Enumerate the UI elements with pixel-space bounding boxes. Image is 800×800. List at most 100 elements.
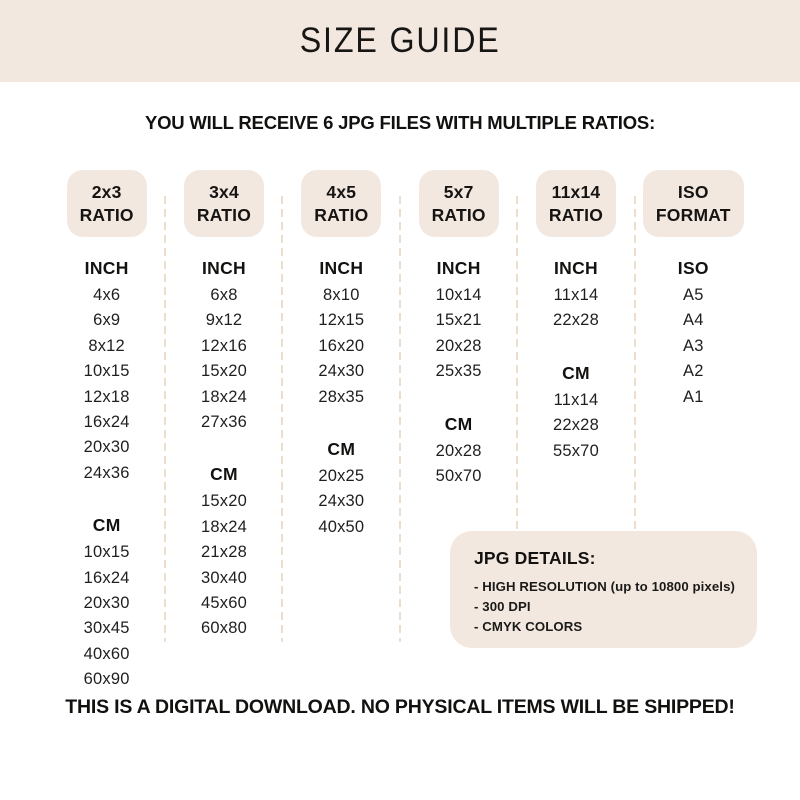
size-value: 15x20	[201, 492, 247, 511]
size-value: 30x40	[201, 568, 247, 587]
ratio-column: 5x7 RATIO INCH 10x14 15x21 20x28 25x35 CM 20x28 5…	[400, 170, 517, 648]
size-value: 12x15	[318, 311, 365, 330]
ratio-header-line1: 11x14	[551, 182, 601, 202]
size-value: 18x24	[201, 517, 247, 536]
header-band: SIZE GUIDE	[0, 0, 800, 82]
ratio-header-line2: RATIO	[79, 205, 134, 225]
ratio-column: 3x4 RATIO INCH 6x8 9x12 12x16 15x20 18x24 27x36 C…	[165, 170, 282, 648]
ratio-header-line2: RATIO	[431, 205, 486, 225]
ratio-header-line2: RATIO	[548, 205, 604, 225]
size-value: A4	[683, 311, 704, 330]
size-value: 16x24	[83, 568, 130, 587]
size-value: 20x25	[318, 467, 365, 486]
size-value: 27x36	[201, 413, 247, 432]
size-value: 22x28	[552, 311, 599, 330]
column-divider-dashed	[281, 196, 283, 642]
page-title: SIZE GUIDE	[299, 21, 501, 60]
unit-label: CM	[92, 515, 121, 536]
ratio-header-line1: 4x5	[326, 182, 357, 202]
size-value: 18x24	[201, 387, 247, 406]
size-value: A5	[683, 286, 704, 304]
size-value: 28x35	[318, 387, 365, 406]
size-columns-row: 2x3 RATIO INCH 4x6 6x9 8x12 10x15 12x18 16x24 20x…	[48, 170, 752, 688]
size-value: 12x16	[201, 336, 247, 355]
ratio-header-badge: 4x5 RATIO	[301, 170, 382, 237]
size-value: 6x9	[93, 311, 121, 330]
size-value: 55x70	[552, 441, 599, 460]
jpg-details-title: JPG DETAILS:	[474, 548, 596, 568]
ratio-header-badge: 5x7 RATIO	[418, 170, 499, 237]
size-value: 10x15	[83, 362, 130, 381]
unit-label: INCH	[553, 258, 598, 278]
size-value: 20x28	[435, 441, 482, 460]
unit-label: INCH	[202, 258, 246, 278]
size-value: 8x12	[88, 336, 125, 355]
subtitle-text: YOU WILL RECEIVE 6 JPG FILES WITH MULTIP…	[144, 112, 656, 133]
ratio-header-badge: 2x3 RATIO	[66, 170, 147, 237]
size-value: 30x45	[83, 619, 130, 638]
size-value: 12x18	[83, 387, 130, 406]
size-value: 11x14	[553, 286, 599, 304]
ratio-header-badge: 11x14 RATIO	[535, 170, 617, 237]
jpg-details-item: - CMYK COLORS	[474, 619, 583, 634]
size-value: 15x20	[201, 362, 247, 381]
size-value: A1	[683, 387, 704, 406]
size-value: 25x35	[435, 362, 482, 381]
column-divider-dashed	[634, 196, 636, 642]
size-value: A3	[683, 336, 704, 355]
jpg-details-item: - 300 DPI	[474, 599, 531, 614]
size-value: 40x50	[318, 517, 365, 536]
size-value: 11x14	[553, 390, 599, 409]
size-value: 60x90	[83, 670, 130, 689]
size-value: 24x30	[318, 492, 365, 511]
size-value: 21x28	[201, 543, 247, 562]
ratio-column: 11x14 RATIO INCH 11x14 22x28 CM 11x14 22x28 55x7…	[517, 170, 634, 648]
size-value: 50x70	[435, 467, 482, 486]
unit-label: CM	[210, 464, 238, 485]
ratio-header-line1: 3x4	[209, 182, 239, 202]
ratio-header-line1: 5x7	[443, 182, 474, 202]
ratio-column: 4x5 RATIO INCH 8x10 12x15 16x20 24x30 28x35 CM 20…	[283, 170, 400, 648]
column-divider-dashed	[516, 196, 518, 642]
unit-label: CM	[444, 413, 473, 434]
size-value: 22x28	[552, 416, 599, 435]
size-value: A2	[683, 362, 704, 381]
size-value: 20x30	[83, 438, 130, 457]
column-divider-dashed	[164, 196, 166, 642]
size-value: 24x36	[83, 463, 130, 482]
ratio-header-badge: ISO FORMAT	[642, 170, 744, 237]
ratio-header-line1: 2x3	[91, 182, 122, 202]
size-value: 10x15	[83, 543, 130, 562]
ratio-header-line1: ISO	[677, 182, 709, 202]
jpg-details-box: JPG DETAILS: - HIGH RESOLUTION (up to 10…	[450, 531, 757, 648]
unit-label: INCH	[319, 258, 364, 278]
size-value: 8x10	[323, 286, 360, 304]
size-value: 45x60	[201, 594, 247, 613]
size-value: 20x28	[435, 336, 482, 355]
unit-label: CM	[562, 362, 590, 383]
size-value: 4x6	[93, 286, 121, 304]
ratio-header-line2: RATIO	[314, 205, 369, 225]
jpg-details-item: - HIGH RESOLUTION (up to 10800 pixels)	[474, 579, 735, 594]
size-value: 16x20	[318, 336, 365, 355]
jpg-details-list: - HIGH RESOLUTION (up to 10800 pixels) - …	[474, 577, 741, 637]
size-value: 6x8	[210, 286, 238, 304]
ratio-column: 2x3 RATIO INCH 4x6 6x9 8x12 10x15 12x18 16x24 20x…	[48, 170, 165, 688]
unit-label: CM	[327, 439, 356, 460]
footer-note: THIS IS A DIGITAL DOWNLOAD. NO PHYSICAL …	[65, 696, 735, 718]
ratio-header-badge: 3x4 RATIO	[183, 170, 265, 237]
size-value: 40x60	[83, 644, 130, 663]
ratio-column: ISO FORMAT ISO A5 A4 A3 A2 A1	[635, 170, 752, 648]
size-value: 60x80	[201, 619, 247, 638]
column-divider-dashed	[399, 196, 401, 642]
size-value: 9x12	[205, 311, 243, 330]
size-value: 16x24	[83, 413, 130, 432]
unit-label: ISO	[677, 258, 709, 278]
size-value: 24x30	[318, 362, 365, 381]
unit-label: INCH	[436, 258, 481, 278]
ratio-header-line2: FORMAT	[655, 205, 731, 225]
size-value: 10x14	[435, 286, 482, 304]
size-value: 20x30	[83, 594, 130, 613]
size-value: 15x21	[435, 311, 482, 330]
unit-label: INCH	[84, 258, 129, 278]
